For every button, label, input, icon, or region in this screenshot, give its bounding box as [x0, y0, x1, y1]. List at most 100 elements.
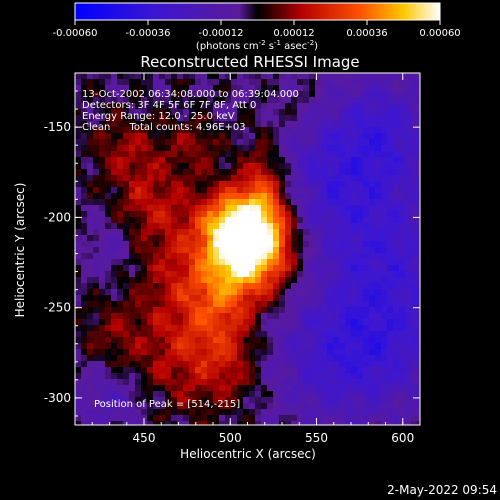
heatmap-cell [165, 85, 172, 92]
heatmap-cell [375, 337, 382, 344]
heatmap-cell [225, 85, 232, 92]
heatmap-cell [327, 241, 334, 248]
heatmap-cell [219, 115, 226, 122]
heatmap-cell [147, 403, 154, 410]
heatmap-cell [183, 145, 190, 152]
heatmap-cell [315, 145, 322, 152]
heatmap-cell [363, 319, 370, 326]
heatmap-cell [309, 79, 316, 86]
heatmap-cell [153, 193, 160, 200]
heatmap-cell [123, 109, 130, 116]
heatmap-cell [207, 145, 214, 152]
heatmap-cell [99, 157, 106, 164]
heatmap-cell [105, 133, 112, 140]
heatmap-cell [117, 355, 124, 362]
heatmap-cell [195, 175, 202, 182]
heatmap-cell [369, 319, 376, 326]
heatmap-cell [333, 217, 340, 224]
heatmap-cell [291, 253, 298, 260]
heatmap-cell [363, 109, 370, 116]
heatmap-cell [93, 223, 100, 230]
heatmap-cell [417, 217, 420, 224]
heatmap-cell [369, 127, 376, 134]
heatmap-cell [249, 163, 256, 170]
heatmap-cell [267, 289, 274, 296]
heatmap-cell [249, 355, 256, 362]
heatmap-cell [195, 109, 202, 116]
heatmap-cell [363, 241, 370, 248]
heatmap-cell [99, 277, 106, 284]
heatmap-cell [111, 307, 118, 314]
heatmap-cell [267, 265, 274, 272]
heatmap-cell [261, 229, 268, 236]
heatmap-cell [153, 355, 160, 362]
heatmap-cell [273, 229, 280, 236]
heatmap-cell [237, 199, 244, 206]
heatmap-cell [171, 229, 178, 236]
heatmap-cell [177, 301, 184, 308]
heatmap-cell [375, 403, 382, 410]
heatmap-cell [261, 73, 268, 80]
heatmap-cell [153, 313, 160, 320]
heatmap-cell [153, 271, 160, 278]
heatmap-cell [321, 361, 328, 368]
heatmap-cell [399, 403, 406, 410]
heatmap-cell [291, 151, 298, 158]
heatmap-cell [159, 271, 166, 278]
heatmap-cell [393, 397, 400, 404]
heatmap-cell [117, 73, 124, 80]
heatmap-cell [129, 187, 136, 194]
heatmap-cell [363, 91, 370, 98]
heatmap-cell [87, 187, 94, 194]
heatmap-cell [315, 271, 322, 278]
heatmap-cell [291, 121, 298, 128]
heatmap-cell [273, 85, 280, 92]
heatmap-cell [129, 349, 136, 356]
heatmap-cell [351, 367, 358, 374]
heatmap-cell [351, 241, 358, 248]
heatmap-cell [375, 397, 382, 404]
heatmap-cell [201, 145, 208, 152]
heatmap-cell [219, 79, 226, 86]
heatmap-cell [87, 169, 94, 176]
heatmap-cell [213, 307, 220, 314]
heatmap-cell [405, 115, 412, 122]
heatmap-cell [315, 253, 322, 260]
heatmap-cell [327, 139, 334, 146]
heatmap-cell [81, 133, 88, 140]
heatmap-cell [123, 157, 130, 164]
heatmap-cell [357, 133, 364, 140]
heatmap-cell [183, 175, 190, 182]
heatmap-cell [237, 301, 244, 308]
heatmap-cell [297, 199, 304, 206]
heatmap-cell [99, 325, 106, 332]
heatmap-cell [333, 421, 340, 425]
heatmap-cell [201, 295, 208, 302]
heatmap-cell [375, 373, 382, 380]
heatmap-cell [117, 367, 124, 374]
heatmap-cell [207, 205, 214, 212]
heatmap-cell [339, 373, 346, 380]
heatmap-cell [417, 199, 420, 206]
heatmap-cell [93, 241, 100, 248]
heatmap-cell [99, 271, 106, 278]
heatmap-cell [207, 193, 214, 200]
heatmap-cell [285, 397, 292, 404]
heatmap-cell [279, 109, 286, 116]
heatmap-cell [255, 157, 262, 164]
heatmap-cell [261, 217, 268, 224]
heatmap-cell [195, 247, 202, 254]
heatmap-cell [285, 181, 292, 188]
heatmap-cell [111, 355, 118, 362]
heatmap-cell [369, 193, 376, 200]
heatmap-cell [195, 181, 202, 188]
heatmap-cell [171, 391, 178, 398]
heatmap-cell [219, 169, 226, 176]
heatmap-cell [231, 181, 238, 188]
heatmap-cell [357, 355, 364, 362]
heatmap-cell [189, 319, 196, 326]
heatmap-cell [285, 199, 292, 206]
heatmap-cell [105, 97, 112, 104]
heatmap-cell [327, 283, 334, 290]
heatmap-cell [147, 373, 154, 380]
